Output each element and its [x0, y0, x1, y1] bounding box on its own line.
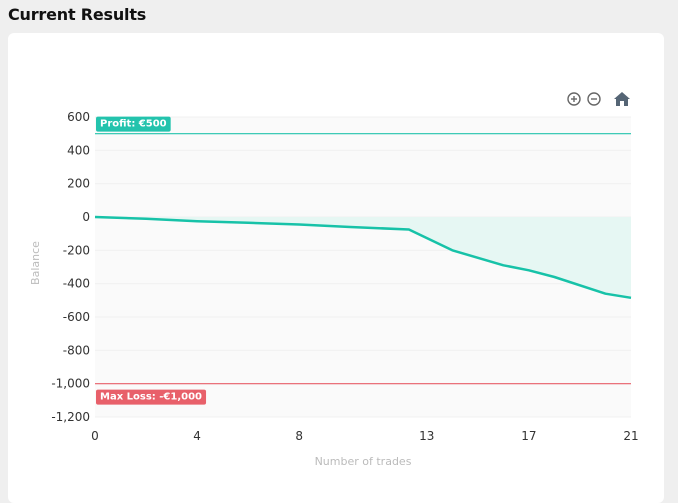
y-tick-label: 400: [67, 143, 90, 157]
home-icon[interactable]: [614, 92, 630, 106]
reference-lines: Profit: €500 Max Loss: -€1,000: [95, 116, 631, 405]
x-axis-title: Number of trades: [315, 455, 412, 468]
x-tick-label: 13: [419, 429, 434, 443]
y-tick-label: 200: [67, 177, 90, 191]
y-tick-label: 600: [67, 110, 90, 124]
profit-label: Profit: €500: [100, 119, 167, 130]
results-card: Profit: €500 Max Loss: -€1,000 600 400 200 0…: [8, 33, 664, 503]
y-tick-label: -400: [63, 277, 90, 291]
x-tick-label: 4: [193, 429, 201, 443]
y-tick-label: -1,000: [51, 377, 90, 391]
x-tick-label: 21: [623, 429, 638, 443]
zoom-in-icon[interactable]: [567, 92, 581, 106]
loss-label: Max Loss: -€1,000: [100, 392, 202, 403]
y-axis-title: Balance: [29, 241, 42, 285]
profit-label-badge: [96, 116, 171, 132]
loss-label-badge: [96, 389, 207, 405]
x-tick-label: 8: [295, 429, 303, 443]
balance-series-line: [94, 215, 632, 300]
y-tick-label: -200: [63, 243, 90, 257]
y-tick-label: -600: [63, 310, 90, 324]
y-axis-ticks: 600 400 200 0 -200 -400 -600 -800 -1,000 -1,200: [51, 110, 90, 424]
x-axis-ticks: 0 4 8 13 17 21: [91, 429, 638, 443]
y-tick-label: -1,200: [51, 410, 90, 424]
y-tick-label: -800: [63, 343, 90, 357]
x-tick-label: 0: [91, 429, 99, 443]
loss-area-fill: [95, 217, 631, 298]
page-title: Current Results: [8, 5, 147, 24]
zoom-out-icon[interactable]: [587, 92, 601, 106]
y-tick-label: 0: [82, 210, 90, 224]
x-tick-label: 17: [521, 429, 536, 443]
